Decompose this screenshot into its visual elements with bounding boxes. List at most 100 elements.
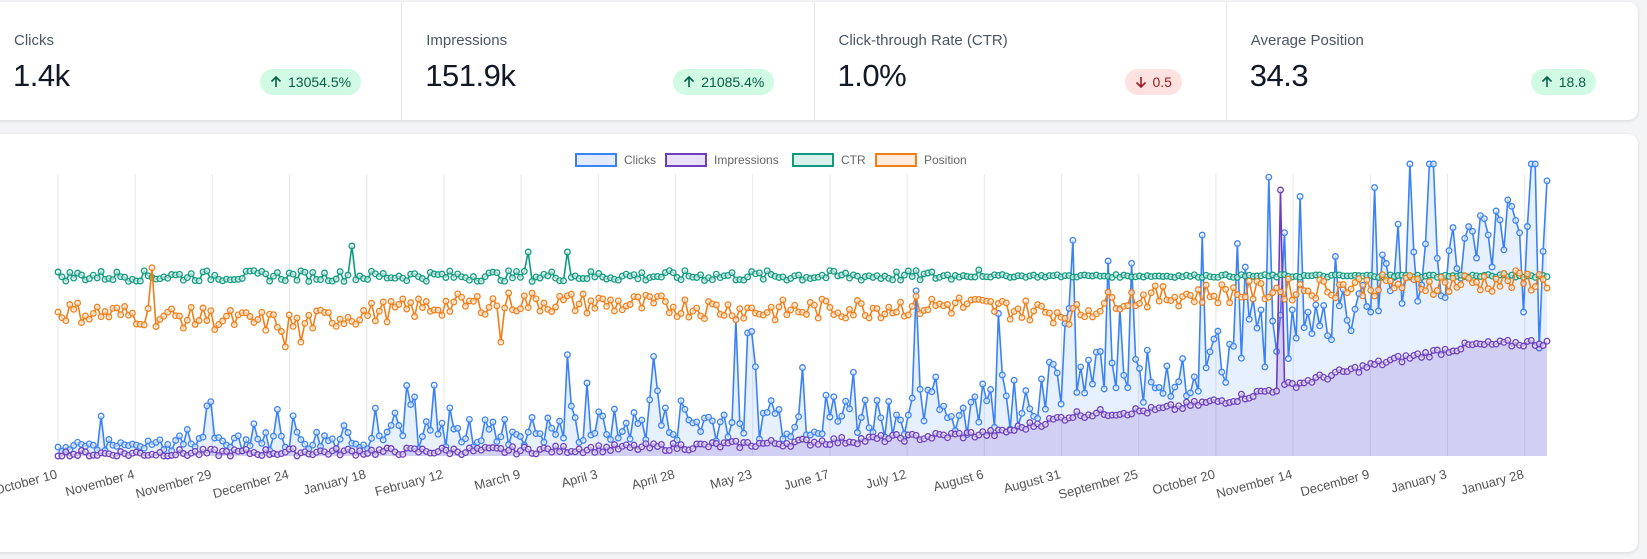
data-point xyxy=(838,412,846,420)
data-point xyxy=(399,432,407,440)
data-point xyxy=(1112,384,1120,392)
data-point xyxy=(446,267,454,275)
data-point xyxy=(1473,254,1480,262)
data-point xyxy=(1445,247,1453,255)
data-point xyxy=(979,428,987,436)
data-point xyxy=(399,295,407,303)
data-point xyxy=(1390,284,1398,292)
data-point xyxy=(610,441,618,449)
data-point xyxy=(501,415,509,423)
data-point xyxy=(853,429,861,436)
data-point xyxy=(1312,294,1320,302)
data-point xyxy=(783,311,791,319)
data-point xyxy=(1375,307,1382,315)
data-point xyxy=(826,441,834,448)
data-point xyxy=(297,436,305,444)
data-point xyxy=(1410,248,1418,256)
data-point xyxy=(560,277,567,285)
data-point xyxy=(176,270,183,278)
stat-value: 34.3 xyxy=(1249,58,1309,93)
data-point xyxy=(223,312,230,320)
data-point xyxy=(1198,231,1206,239)
data-point xyxy=(179,440,187,448)
data-point xyxy=(889,276,897,284)
data-point xyxy=(740,429,748,437)
data-point xyxy=(1226,299,1234,307)
data-point xyxy=(97,268,105,275)
stat-card-clicks: Clicks 1.4k 13054.5% xyxy=(0,2,403,120)
stat-card-ctr: Click-through Rate (CTR) 1.0% 0.5 xyxy=(815,2,1227,120)
data-point xyxy=(1398,284,1406,292)
data-point xyxy=(348,242,356,250)
data-point xyxy=(1022,387,1030,395)
data-point xyxy=(1488,287,1496,295)
x-tick-label: March 9 xyxy=(473,466,522,493)
data-point xyxy=(360,441,368,449)
data-point xyxy=(1018,409,1026,417)
data-point xyxy=(755,269,763,277)
data-point xyxy=(176,312,183,320)
data-point xyxy=(748,328,756,335)
data-point xyxy=(900,437,908,445)
data-point xyxy=(1120,371,1128,379)
data-point xyxy=(842,397,850,405)
x-tick-label: November 29 xyxy=(134,466,213,501)
data-point xyxy=(893,411,900,419)
data-point xyxy=(904,311,912,319)
arrow-down-icon xyxy=(1135,77,1146,89)
data-point xyxy=(266,277,274,285)
data-point xyxy=(1480,215,1488,223)
data-point xyxy=(446,404,454,412)
data-point xyxy=(587,297,595,305)
data-point xyxy=(583,275,591,283)
data-point xyxy=(1347,285,1355,293)
data-point xyxy=(1476,286,1484,294)
data-point xyxy=(1190,397,1198,405)
data-point xyxy=(728,419,736,426)
data-point xyxy=(1265,173,1273,181)
data-point xyxy=(516,305,524,313)
data-point xyxy=(301,440,309,448)
data-point xyxy=(861,396,869,404)
data-point xyxy=(846,405,853,413)
data-point xyxy=(1241,263,1249,271)
data-point xyxy=(516,273,524,281)
data-point xyxy=(1108,359,1116,367)
data-point xyxy=(591,448,599,456)
data-point xyxy=(505,267,513,275)
data-point xyxy=(575,300,583,308)
data-point xyxy=(1179,355,1187,363)
data-point xyxy=(1398,299,1406,307)
data-point xyxy=(54,268,62,276)
data-point xyxy=(548,268,556,276)
data-point xyxy=(1210,292,1218,300)
data-point xyxy=(462,435,469,443)
data-point xyxy=(493,438,501,446)
series-area-clicks xyxy=(58,164,1547,456)
data-point xyxy=(1057,400,1065,408)
data-point xyxy=(317,276,324,284)
x-tick-label: February 12 xyxy=(373,466,445,499)
data-point xyxy=(254,435,262,443)
data-point xyxy=(701,315,708,323)
data-point xyxy=(1375,286,1382,294)
data-point xyxy=(630,409,638,417)
data-point xyxy=(571,307,579,315)
data-point xyxy=(465,415,473,423)
data-point xyxy=(172,437,180,444)
data-point xyxy=(1026,405,1034,413)
data-point xyxy=(724,301,732,309)
data-point xyxy=(1053,309,1061,317)
data-point xyxy=(262,326,270,334)
data-point xyxy=(677,309,685,317)
data-point xyxy=(1002,299,1010,307)
data-point xyxy=(607,296,614,304)
data-point xyxy=(226,452,234,460)
data-point xyxy=(191,320,199,328)
data-point xyxy=(767,303,775,311)
data-point xyxy=(1331,294,1339,302)
data-point xyxy=(1132,355,1140,363)
data-point xyxy=(1292,291,1300,298)
data-point xyxy=(340,277,348,285)
data-point xyxy=(842,314,850,322)
